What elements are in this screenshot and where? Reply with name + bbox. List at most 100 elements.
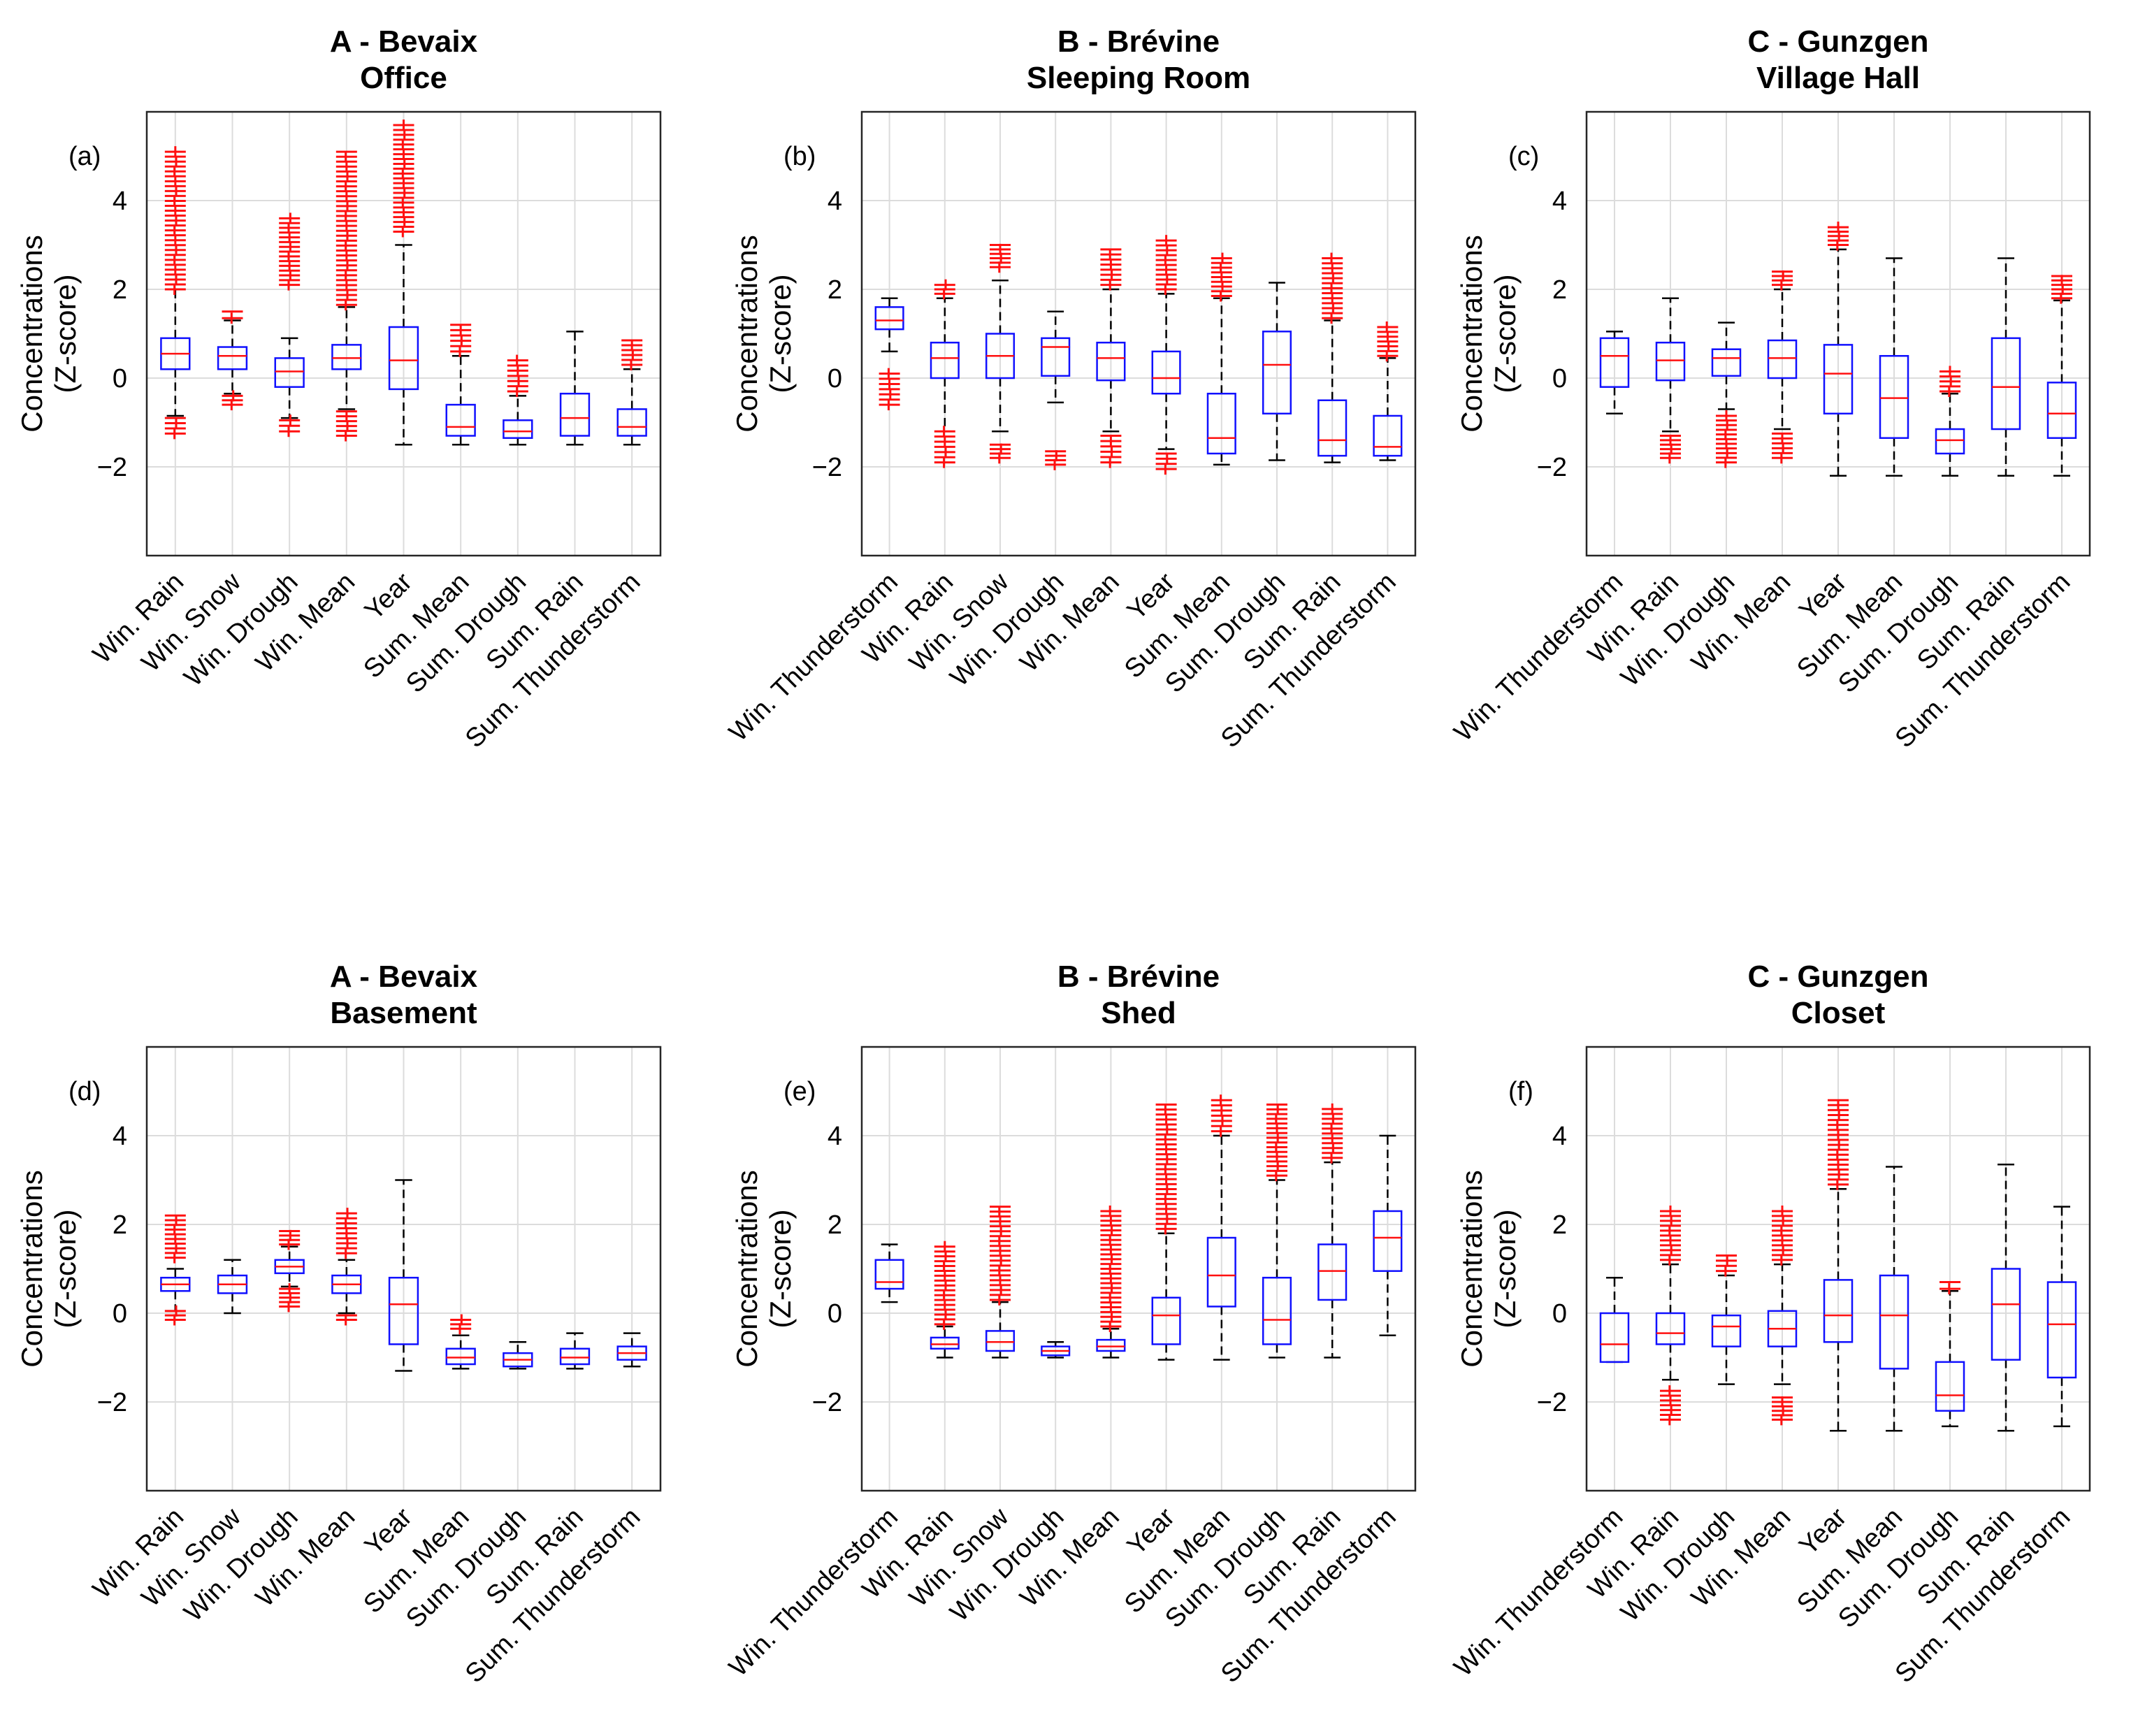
box-sum-rain	[559, 1332, 591, 1370]
iqr-box	[1317, 1243, 1348, 1301]
iqr-box	[1096, 341, 1126, 382]
y-tick-label: 2	[113, 275, 127, 305]
iqr-box	[2046, 382, 2077, 439]
panel-title-location: A - Bevaix	[330, 960, 478, 994]
iqr-box	[1935, 428, 1965, 455]
box-win-mean	[1767, 270, 1798, 464]
box-win-drough	[1041, 310, 1071, 470]
y-axis-label-units: (Z-score)	[1489, 1209, 1522, 1328]
iqr-box	[559, 1347, 591, 1366]
box-sum-drough	[503, 1341, 533, 1370]
y-tick-label: 0	[113, 364, 127, 393]
iqr-box	[1206, 392, 1236, 455]
iqr-box	[1373, 1210, 1403, 1272]
box-sum-drough	[1262, 282, 1292, 461]
box-sum-drough	[1935, 366, 1965, 477]
axes-frame	[145, 1046, 662, 1492]
y-tick-label: 2	[113, 1210, 127, 1240]
box-win-snow	[217, 1259, 248, 1315]
axes-frame	[860, 1046, 1417, 1492]
box-win-thunderstorm	[1599, 331, 1630, 415]
iqr-box	[985, 1330, 1016, 1352]
iqr-box	[445, 1347, 476, 1366]
panel-title-room: Sleeping Room	[1027, 61, 1250, 95]
panel-title-location: C - Gunzgen	[1747, 24, 1928, 59]
iqr-box	[2046, 1281, 2077, 1379]
box-sum-thunderstorm	[616, 1332, 647, 1368]
y-tick-label: 4	[828, 1122, 842, 1151]
iqr-box	[1096, 1338, 1126, 1352]
iqr-box	[874, 306, 904, 331]
box-win-rain	[1655, 297, 1686, 464]
box-win-mean	[1096, 1205, 1126, 1359]
y-tick-label: 2	[1552, 1210, 1567, 1240]
y-tick-label: 2	[828, 1210, 842, 1240]
y-tick-label: −2	[1537, 1388, 1567, 1417]
iqr-box	[503, 419, 533, 439]
panel-title-location: B - Brévine	[1057, 24, 1220, 59]
box-sum-thunderstorm	[1373, 321, 1403, 461]
iqr-box	[1599, 1312, 1630, 1364]
box-sum-drough	[503, 354, 533, 446]
panel-title-location: A - Bevaix	[330, 24, 478, 59]
box-win-drough	[1041, 1341, 1071, 1359]
y-axis-label: Concentrations	[15, 1170, 48, 1368]
y-axis-label-units: (Z-score)	[1489, 274, 1522, 393]
iqr-box	[1991, 337, 2021, 431]
iqr-box	[1767, 339, 1798, 379]
iqr-box	[1823, 344, 1854, 415]
box-win-mean	[331, 150, 362, 442]
box-sum-thunderstorm	[616, 339, 647, 446]
y-tick-label: 0	[113, 1299, 127, 1329]
panel-title-room: Village Hall	[1756, 61, 1920, 95]
box-year	[1823, 1099, 1854, 1432]
box-year	[1823, 222, 1854, 477]
iqr-box	[930, 1336, 960, 1350]
box-win-rain	[160, 1214, 191, 1326]
iqr-box	[930, 341, 960, 379]
iqr-box	[1711, 348, 1742, 377]
iqr-box	[559, 392, 591, 437]
y-tick-label: 0	[1552, 364, 1567, 393]
y-axis-label: Concentrations	[730, 1170, 763, 1368]
axes-frame	[145, 110, 662, 557]
box-win-mean	[1096, 248, 1126, 468]
iqr-box	[1991, 1268, 2021, 1361]
iqr-box	[331, 344, 362, 370]
axes-frame	[860, 110, 1417, 557]
iqr-box	[1879, 1274, 1909, 1370]
y-axis-label: Concentrations	[730, 235, 763, 433]
iqr-box	[1151, 1296, 1181, 1345]
box-sum-drough	[1262, 1104, 1292, 1359]
panel-letter-label: (f)	[1508, 1077, 1533, 1106]
y-axis-label-units: (Z-score)	[764, 274, 797, 393]
iqr-box	[1041, 337, 1071, 377]
box-win-rain	[160, 146, 191, 440]
box-sum-thunderstorm	[2046, 1206, 2077, 1428]
iqr-box	[616, 408, 647, 437]
iqr-box	[1711, 1314, 1742, 1347]
box-sum-mean	[445, 1314, 476, 1370]
box-sum-mean	[445, 324, 476, 446]
box-year	[1151, 235, 1181, 475]
iqr-box	[1599, 337, 1630, 388]
y-axis-label-units: (Z-score)	[49, 274, 82, 393]
axes-frame	[1585, 110, 2091, 557]
box-sum-drough	[1935, 1281, 1965, 1428]
box-sum-rain	[1317, 1103, 1348, 1359]
y-tick-label: 2	[828, 275, 842, 305]
y-axis-label-units: (Z-score)	[764, 1209, 797, 1328]
box-win-mean	[1767, 1205, 1798, 1426]
box-sum-thunderstorm	[2046, 275, 2077, 477]
y-axis-label: Concentrations	[15, 235, 48, 433]
y-tick-label: −2	[812, 453, 842, 482]
y-tick-label: −2	[97, 1388, 127, 1417]
y-tick-label: 0	[1552, 1299, 1567, 1329]
panel-letter-label: (b)	[783, 142, 816, 171]
